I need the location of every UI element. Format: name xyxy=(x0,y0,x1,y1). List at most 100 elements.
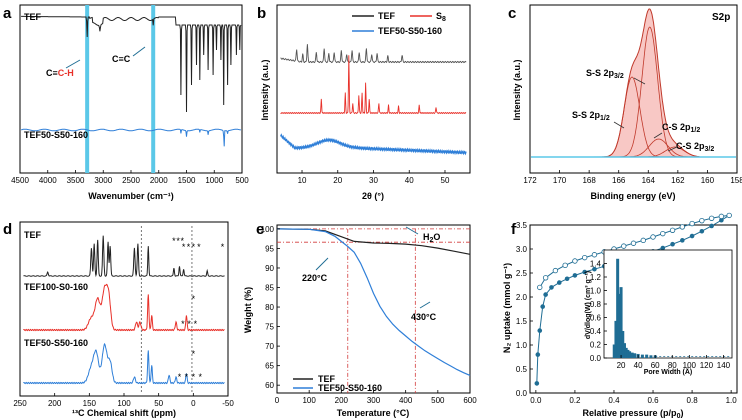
panel-f-ytick-label: 1.0 xyxy=(516,341,528,350)
panel-f-xtick-label: 0.4 xyxy=(608,396,620,405)
panel-d-star: * xyxy=(176,236,180,246)
panel-f-desorption-points xyxy=(537,212,732,291)
panel-f-ylabel: N₂ uptake (mmol g⁻¹) xyxy=(502,263,512,353)
panel-f-ytick-label: 3.5 xyxy=(516,221,528,230)
panel-d-xtick-label: 0 xyxy=(191,399,196,408)
panel-e-annotation-h2o: H2O xyxy=(423,232,440,244)
panel-f-desorption-point xyxy=(591,252,598,258)
panel-d-star: * xyxy=(178,372,182,382)
panel-c-peak-label-ss12: S-S 2p1/2 xyxy=(572,110,610,122)
panel-f-desorption-point xyxy=(689,220,695,227)
panel-e-ytick-label: 100 xyxy=(261,225,275,234)
panel-d-star: * xyxy=(187,319,191,329)
panel-a-arrow-cch xyxy=(65,59,81,69)
panel-e-guides xyxy=(277,228,470,393)
panel-a-xtick-label: 3000 xyxy=(94,176,112,185)
panel-c-peak-label-cs32: C-S 2p3/2 xyxy=(676,141,714,153)
panel-e: 0 100 200 300 400 500 600 6065707580859095100 … xyxy=(243,221,477,418)
panel-a-xtick-label: 2500 xyxy=(122,176,140,185)
panel-c-xtick-label: 170 xyxy=(553,176,567,185)
panel-e-ytick-label: 90 xyxy=(265,264,274,273)
panel-e-series-tef xyxy=(276,228,471,255)
panel-f-adsorption-point xyxy=(572,273,578,278)
panel-e-ytick-label: 75 xyxy=(265,323,274,332)
panel-f-desorption-point xyxy=(581,254,588,261)
panel-c-title: S2p xyxy=(712,12,730,23)
panel-f-ytick-label: 2.5 xyxy=(516,269,528,278)
panel-a-xtick-label: 1500 xyxy=(178,176,196,185)
panel-a-cch-label: C≡C-H xyxy=(46,68,74,78)
panel-d-series-tef100 xyxy=(23,283,225,332)
panel-f-desorption-point xyxy=(562,262,568,269)
panel-f-adsorption-point xyxy=(549,285,554,290)
panel-f-adsorption-point xyxy=(543,292,548,297)
panel-e-xtick-label: 200 xyxy=(335,396,349,405)
panel-f-inset-yticks: 0.0 0.2 0.4 0.6 0.8 1.0 1.2 1.4 xyxy=(590,260,607,363)
panel-f-xticks: 0.0 0.2 0.4 0.6 0.8 1.0 xyxy=(530,390,737,405)
panel-d: * * * * ** * *** * *** * * * 250 200 150 100 50 0 -50 TEF… xyxy=(3,221,234,418)
panel-e-xtick-label: 300 xyxy=(367,396,381,405)
panel-a-series-tef50 xyxy=(21,128,242,147)
panel-f-inset-bar xyxy=(628,351,632,358)
panel-a-xtick-label: 2000 xyxy=(150,176,168,185)
panel-e-ytick-label: 65 xyxy=(265,362,274,371)
panel-a-tef50-label: TEF50-S50-160 xyxy=(24,130,88,140)
panel-d-star: * xyxy=(221,242,225,252)
panel-d-star: * xyxy=(182,242,186,252)
panel-f-yticks: 0.0 0.5 1.0 1.5 2.0 2.5 3.0 3.5 xyxy=(516,221,533,398)
panel-f-ytick-label: 0.5 xyxy=(516,365,528,374)
panel-a-xtick-label: 1000 xyxy=(205,176,223,185)
panel-b-xtick-label: 10 xyxy=(298,176,307,185)
panel-b: 10 20 30 40 50 TEF S8 TEF50-S50-160 b Intens… xyxy=(257,4,471,201)
panel-e-xtick-label: 600 xyxy=(463,396,477,405)
panel-c-arrow-cs32 xyxy=(667,146,678,152)
panel-d-star: * xyxy=(192,349,196,359)
panel-f-xlabel: Relative pressure (p/p0) xyxy=(583,408,684,420)
panel-b-series-s8 xyxy=(280,55,467,115)
panel-a-arrow-cc xyxy=(132,46,146,57)
panel-f-inset-xtick-label: 60 xyxy=(651,361,660,370)
panel-f-desorption-point xyxy=(699,217,705,224)
panel-e-ylabel: Weight (%) xyxy=(243,287,253,333)
panel-d-star: * xyxy=(192,372,196,382)
panel-c: 172 170 168 166 164 162 160 158 S2p S-S 2p3/2 S… xyxy=(508,4,742,201)
panel-d-xtick-label: 200 xyxy=(48,399,62,408)
panel-c-xticks: 172 170 168 166 164 162 160 158 xyxy=(523,170,742,185)
panel-d-star: * xyxy=(185,372,189,382)
panel-a: 4500 4000 3500 3000 2500 2000 1500 1000 500 a TE… xyxy=(3,4,249,201)
panel-f-inset-ytick-label: 1.2 xyxy=(590,273,602,282)
panel-f-adsorption-point xyxy=(680,238,685,243)
panel-c-peak-label-ss32: S-S 2p3/2 xyxy=(586,68,624,80)
panel-c-xtick-label: 158 xyxy=(730,176,742,185)
panel-f-inset-bar xyxy=(612,344,616,358)
panel-d-star: * xyxy=(194,319,198,329)
panel-e-ytick-label: 60 xyxy=(265,381,274,390)
panel-c-xtick-label: 172 xyxy=(523,176,537,185)
panel-e-legend-tef50: TEF50-S50-160 xyxy=(318,383,382,393)
panel-b-xtick-label: 40 xyxy=(405,176,414,185)
panel-f-adsorption-point xyxy=(556,280,562,285)
panel-b-xticks: 10 20 30 40 50 xyxy=(298,170,450,185)
panel-a-xtick-label: 4500 xyxy=(11,176,29,185)
panel-c-arrow-ss32 xyxy=(633,77,646,85)
panel-f: 0.0 0.2 0.4 0.6 0.8 1.0 0.0 0.5 1.0 1.5 2.0 2.5 3.0… xyxy=(502,212,738,420)
panel-f-desorption-point xyxy=(640,237,646,244)
panel-f-inset-xtick-label: 140 xyxy=(717,361,731,370)
panel-f-adsorption-point xyxy=(719,217,724,223)
panel-b-xtick-label: 20 xyxy=(333,176,342,185)
panel-f-adsorption-point xyxy=(709,223,714,229)
panel-e-xticks: 0 100 200 300 400 500 600 xyxy=(275,390,477,405)
panel-a-xtick-label: 500 xyxy=(235,176,249,185)
panel-e-frame xyxy=(276,224,471,394)
panel-e-xtick-label: 500 xyxy=(431,396,445,405)
panel-f-desorption-point xyxy=(726,212,732,219)
panel-f-inset-ytick-label: 0.0 xyxy=(590,354,602,363)
panel-f-xtick-label: 1.0 xyxy=(726,396,738,405)
panel-f-inset-xtick-label: 40 xyxy=(634,361,643,370)
panel-b-xlabel: 2θ (°) xyxy=(362,191,384,201)
panel-c-ylabel: Intensity (a.u.) xyxy=(512,59,522,120)
panel-b-legend-s8: S8 xyxy=(436,11,446,23)
panel-d-tef100-label: TEF100-S0-160 xyxy=(24,282,88,292)
panel-c-peak-label-cs12: C-S 2p1/2 xyxy=(662,122,700,134)
panel-e-ytick-label: 70 xyxy=(265,342,274,351)
